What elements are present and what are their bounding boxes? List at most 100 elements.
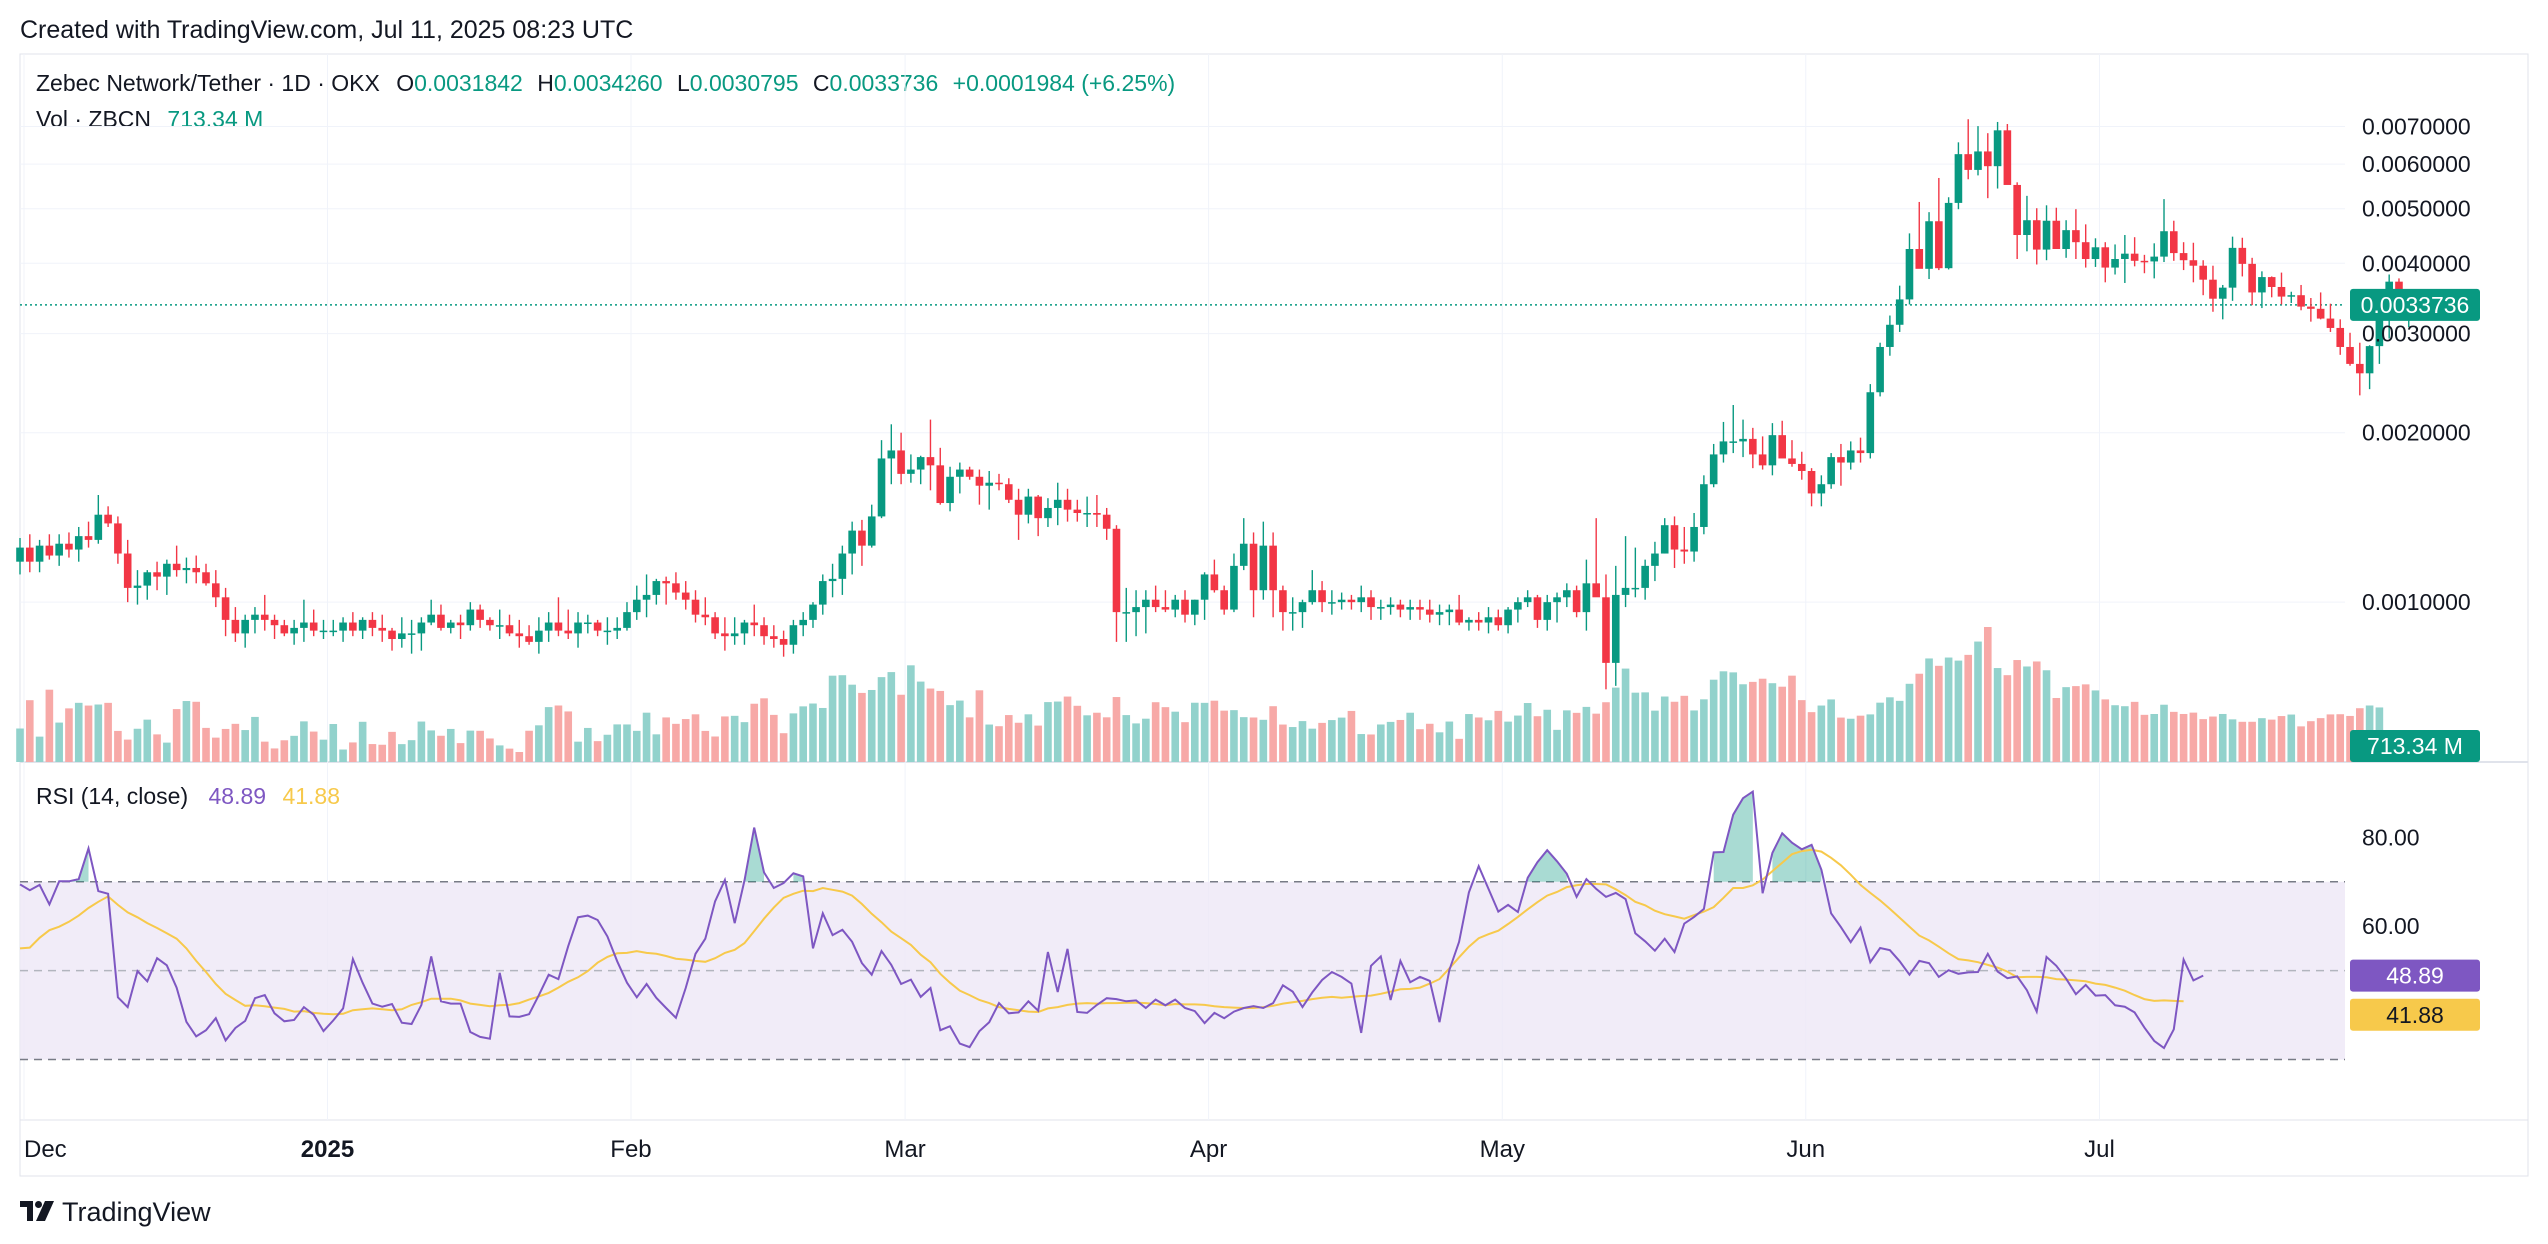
candle-body (1621, 587, 1630, 595)
candle-body (251, 614, 259, 620)
volume-bar (270, 748, 279, 762)
candle-body (897, 450, 905, 474)
rsi-title: RSI (14, close) (36, 783, 189, 809)
volume-bar (84, 705, 93, 762)
candle-body (965, 469, 974, 477)
volume-bar (202, 727, 210, 762)
volume-bar (1533, 716, 1542, 762)
volume-bar (1053, 701, 1062, 762)
candle-body (104, 514, 112, 524)
candle-body (848, 530, 856, 554)
volume-bar (691, 714, 700, 762)
volume-bar (2287, 714, 2296, 762)
volume-bar (740, 722, 749, 762)
candle-body (1983, 151, 1992, 167)
candle-body (564, 630, 573, 634)
volume-bar (985, 724, 994, 762)
candle-body (2365, 346, 2374, 374)
last-price-badge-bg (2350, 288, 2480, 321)
volume-bar (446, 728, 455, 762)
volume-bar (505, 748, 514, 762)
volume-bar (1191, 702, 1199, 762)
volume-bar (1416, 729, 1424, 762)
volume-bar (897, 694, 905, 762)
volume-bar (1425, 723, 1434, 762)
volume-bar (564, 711, 573, 762)
candle-body (593, 622, 602, 631)
candle-body (368, 619, 377, 628)
volume-bar (1553, 729, 1561, 762)
volume-bar (1739, 684, 1747, 762)
candle-body (1269, 545, 1277, 591)
volume-bar (1807, 712, 1816, 762)
volume-bar (290, 735, 298, 762)
volume-bar (1690, 710, 1698, 762)
volume-bar (662, 717, 670, 762)
candle-body (2130, 253, 2139, 261)
candle-body (1425, 609, 1434, 615)
candle-body (603, 630, 612, 633)
candle-body (652, 581, 661, 595)
candle-body (182, 567, 191, 571)
volume-bar (1504, 721, 1512, 762)
volume-bar (2032, 661, 2041, 762)
candle-body (2277, 286, 2286, 297)
volume-bar (1514, 715, 1522, 762)
candle-body (838, 553, 847, 579)
volume-bar (2307, 721, 2315, 762)
volume-bar (848, 684, 856, 762)
volume-bar (1396, 719, 1405, 762)
candle-body (1886, 324, 1894, 347)
volume-bar (2091, 690, 2100, 762)
volume-bar (1220, 710, 1228, 762)
volume-bar (192, 701, 201, 762)
volume-bar (1729, 672, 1738, 762)
candle-body (114, 523, 122, 554)
candle-body (2199, 265, 2207, 280)
volume-bar (1318, 722, 1326, 762)
candle-body (1377, 607, 1385, 609)
volume-bar (1161, 707, 1170, 762)
volume-bar (1602, 702, 1610, 762)
volume-bar (2326, 714, 2335, 762)
volume-bar (632, 730, 641, 762)
candle-body (1915, 249, 1924, 269)
volume-bar (1817, 705, 1826, 762)
volume-bar (515, 752, 524, 762)
tradingview-logo[interactable]: TradingView (20, 1192, 211, 1232)
volume-bar (2003, 675, 2012, 762)
candle-body (2316, 308, 2325, 319)
candle-body (1142, 599, 1150, 608)
badges: 0.0033736 713.34 M 48.89 41.88 (2350, 288, 2480, 1031)
volume-bar (1592, 713, 1600, 762)
candle-body (760, 625, 768, 637)
volume-bar (1455, 738, 1463, 762)
volume-legend: Vol · ZBCN 713.34 M (36, 106, 263, 133)
volume-bar (1905, 683, 1914, 762)
candle-body (1210, 574, 1219, 591)
candle-body (153, 572, 161, 577)
volume-bar (701, 730, 710, 762)
volume-bar (476, 730, 484, 762)
volume-bar (2013, 660, 2021, 762)
volume-bar (319, 739, 328, 762)
candle-body (2287, 295, 2296, 297)
volume-bar (1151, 702, 1160, 762)
volume-bar (2316, 718, 2325, 762)
volume-bar (574, 741, 582, 762)
volume-bar (1846, 718, 1855, 762)
volume-bar (1700, 699, 1708, 762)
volume-bar (1386, 721, 1395, 762)
volume-bar (1611, 687, 1620, 762)
time-tick-label: Feb (610, 1136, 651, 1163)
candle-body (1230, 565, 1238, 610)
volume-bar (417, 721, 426, 762)
candle-body (809, 604, 817, 620)
volume-bar (1328, 720, 1336, 762)
time-tick-label: Jun (1786, 1136, 1825, 1163)
candle-body (1837, 457, 1845, 463)
volume-bar (1543, 709, 1552, 762)
candle-body (574, 622, 582, 634)
candle-body (2218, 287, 2227, 299)
